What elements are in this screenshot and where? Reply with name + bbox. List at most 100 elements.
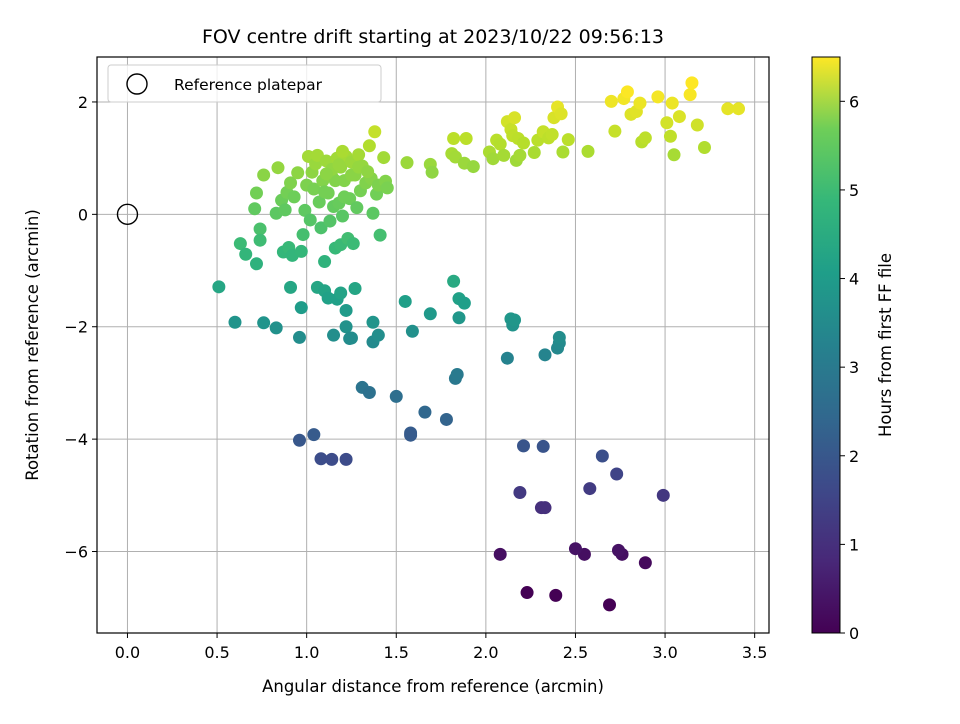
data-point <box>228 315 242 329</box>
data-point <box>233 237 247 251</box>
colorbar-tick-label: 6 <box>849 92 859 111</box>
colorbar-tick-label: 5 <box>849 181 859 200</box>
x-tick-label: 1.0 <box>294 643 319 662</box>
data-point <box>732 102 746 116</box>
data-point <box>405 324 419 338</box>
x-tick-label: 0.5 <box>204 643 229 662</box>
data-point <box>398 294 412 308</box>
data-point <box>425 165 439 179</box>
data-point <box>466 160 480 174</box>
data-point <box>284 176 298 190</box>
x-tick-label: 1.5 <box>384 643 409 662</box>
data-point <box>604 94 618 108</box>
data-point <box>314 452 328 466</box>
data-point <box>554 107 568 121</box>
plot-frame <box>96 56 770 634</box>
data-point <box>595 449 609 463</box>
data-point <box>380 181 394 195</box>
data-point <box>314 221 328 235</box>
data-point <box>257 316 271 330</box>
data-point <box>536 439 550 453</box>
data-point <box>611 543 625 557</box>
data-point <box>377 151 391 165</box>
data-point <box>667 148 681 162</box>
data-point <box>697 140 711 154</box>
data-point <box>366 206 380 220</box>
data-point <box>651 90 665 104</box>
data-point <box>656 488 670 502</box>
data-point <box>486 152 500 166</box>
data-point <box>610 467 624 481</box>
colorbar-ticks: 0 1 2 3 4 5 6 <box>840 92 859 643</box>
chart-title: FOV centre drift starting at 2023/10/22 … <box>202 26 664 48</box>
data-point <box>583 482 597 496</box>
data-point <box>660 116 674 130</box>
data-point <box>516 439 530 453</box>
y-tick-label: −4 <box>64 430 88 449</box>
data-point <box>318 255 332 269</box>
data-point <box>672 110 686 124</box>
reference-platepar-marker <box>116 203 139 226</box>
data-point <box>362 139 376 153</box>
data-point <box>287 190 301 204</box>
data-point <box>327 328 341 342</box>
colorbar-tick-label: 4 <box>849 270 859 289</box>
data-point <box>633 96 647 110</box>
x-tick-label: 3.0 <box>652 643 677 662</box>
data-point <box>253 222 267 236</box>
x-tick-label: 2.0 <box>473 643 498 662</box>
data-point <box>520 586 534 600</box>
data-point <box>307 182 321 196</box>
data-point <box>323 214 337 228</box>
data-point <box>371 328 385 342</box>
data-point <box>439 412 453 426</box>
data-point <box>516 136 530 150</box>
data-point <box>307 428 321 442</box>
data-point <box>638 131 652 145</box>
data-point <box>603 598 617 612</box>
data-point <box>346 237 360 251</box>
data-point <box>334 286 348 300</box>
data-point <box>362 385 376 399</box>
data-point <box>418 405 432 419</box>
data-point <box>249 257 263 271</box>
data-point <box>336 144 350 158</box>
data-point <box>389 389 403 403</box>
reference-marker-layer <box>116 203 139 226</box>
data-point <box>690 118 704 132</box>
data-point <box>556 145 570 159</box>
data-point <box>400 156 414 170</box>
colorbar-gradient <box>812 57 840 633</box>
data-point <box>348 282 362 296</box>
y-axis-label: Rotation from reference (arcmin) <box>23 209 42 481</box>
data-point <box>339 303 353 317</box>
data-point <box>249 186 263 200</box>
data-point <box>292 330 306 344</box>
colorbar-frame <box>811 56 841 634</box>
data-point <box>278 203 292 217</box>
x-axis-ticks: 0.0 0.5 1.0 1.5 2.0 2.5 3.0 3.5 <box>115 633 767 662</box>
data-point <box>608 124 622 138</box>
data-point <box>269 321 283 335</box>
colorbar-tick-label: 3 <box>849 358 859 377</box>
legend-box <box>107 64 382 103</box>
data-point <box>339 320 353 334</box>
data-point <box>325 452 339 466</box>
legend: Reference platepar <box>107 64 382 103</box>
x-tick-label: 0.0 <box>115 643 140 662</box>
data-point <box>549 588 563 602</box>
data-point <box>253 233 267 247</box>
colorbar-tick-label: 1 <box>849 535 859 554</box>
data-point <box>350 201 364 215</box>
data-point <box>513 148 527 162</box>
data-point <box>568 542 582 556</box>
data-point <box>292 433 306 447</box>
data-point <box>683 88 697 102</box>
data-point <box>404 428 418 442</box>
data-point <box>319 167 333 181</box>
data-point <box>257 168 271 182</box>
data-point <box>296 228 310 242</box>
data-point <box>284 280 298 294</box>
